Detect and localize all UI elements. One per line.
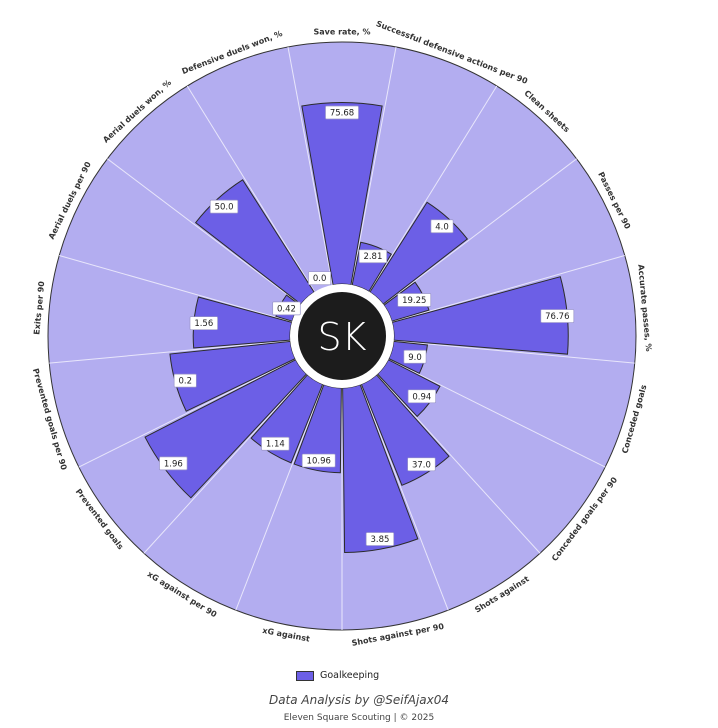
value-label-box (189, 316, 218, 331)
value-label-box (272, 301, 301, 316)
grid-spoke (391, 255, 625, 323)
value-label-text: 9.0 (408, 353, 422, 363)
value-label-text: 19.25 (402, 296, 426, 306)
grid-spoke (351, 46, 397, 285)
value-label-text: 10.96 (307, 457, 331, 467)
value-label-text: 1.56 (194, 319, 213, 329)
grid-spoke (388, 358, 606, 468)
value-label-text: 1.14 (266, 440, 285, 450)
value-label: 0.0 (308, 271, 332, 286)
value-label-text: 0.2 (178, 377, 192, 387)
value-label-box (325, 105, 359, 120)
value-label: 50.0 (209, 199, 239, 214)
value-label-text: 0.94 (412, 392, 431, 402)
value-label-box (403, 349, 427, 364)
value-label: 0.42 (272, 301, 301, 316)
grid-spoke (143, 374, 308, 554)
value-label-box (407, 389, 437, 404)
grid-spoke (360, 384, 449, 611)
value-label-box (358, 249, 388, 264)
value-label-box (397, 293, 432, 307)
value-label-box (407, 457, 436, 472)
value-label-text: 2.81 (363, 252, 382, 262)
value-label-text: 0.0 (313, 274, 327, 284)
value-label-text: 1.96 (164, 459, 183, 469)
value-label-text: 4.0 (435, 222, 449, 232)
grid-spoke (376, 374, 541, 554)
value-label: 0.94 (407, 389, 437, 404)
value-label-text: 50.0 (215, 203, 234, 213)
legend-swatch (296, 670, 314, 681)
category-label: Accurate passes, % (636, 264, 653, 352)
value-label: 37.0 (407, 457, 436, 472)
legend: Goalkeeping (296, 670, 379, 681)
category-label: Exits per 90 (32, 280, 46, 335)
value-label-text: 76.76 (545, 312, 569, 322)
value-label: 75.68 (325, 105, 359, 120)
value-label-box (173, 373, 197, 388)
value-label: 1.56 (189, 316, 218, 331)
value-label-text: 0.42 (277, 304, 296, 314)
credit-main: Data Analysis by @SeifAjax04 (268, 693, 450, 707)
grid-spoke (383, 158, 577, 306)
value-label-text: 3.85 (370, 535, 389, 545)
center-logo-circle (298, 292, 386, 380)
value-label-box (540, 309, 575, 323)
value-label-text: 75.68 (330, 109, 354, 119)
grid-spoke (78, 358, 296, 468)
value-label-text: 37.0 (412, 460, 431, 470)
center-logo-text: SK (317, 315, 366, 359)
grid-spoke (186, 85, 316, 293)
grid-spoke (368, 85, 498, 293)
value-label: 3.85 (365, 532, 395, 546)
value-label: 0.2 (173, 373, 197, 388)
value-label: 2.81 (358, 249, 388, 264)
value-label: 19.25 (397, 293, 432, 307)
value-label: 4.0 (430, 219, 454, 234)
value-label-box (159, 456, 188, 471)
value-label-box (365, 532, 395, 546)
value-label: 1.14 (261, 436, 290, 451)
value-label-box (261, 436, 290, 451)
grid-spoke (393, 340, 635, 364)
value-label: 10.96 (301, 453, 336, 468)
grid-spoke (107, 158, 301, 306)
value-label: 76.76 (540, 309, 575, 323)
value-label-box (209, 199, 239, 214)
credit-sub: Eleven Square Scouting | © 2025 (283, 713, 435, 723)
grid-spoke (59, 255, 293, 323)
grid-spoke (287, 46, 333, 285)
grid-spoke (235, 384, 324, 611)
value-label: 9.0 (403, 349, 427, 364)
grid-spoke (49, 340, 291, 364)
value-label-box (301, 453, 336, 468)
category-label: xG against (262, 626, 311, 644)
legend-label: Goalkeeping (320, 670, 380, 681)
value-label-box (430, 219, 454, 234)
category-label: Save rate, % (313, 28, 370, 37)
value-label-box (308, 271, 332, 286)
value-label: 1.96 (159, 456, 188, 471)
